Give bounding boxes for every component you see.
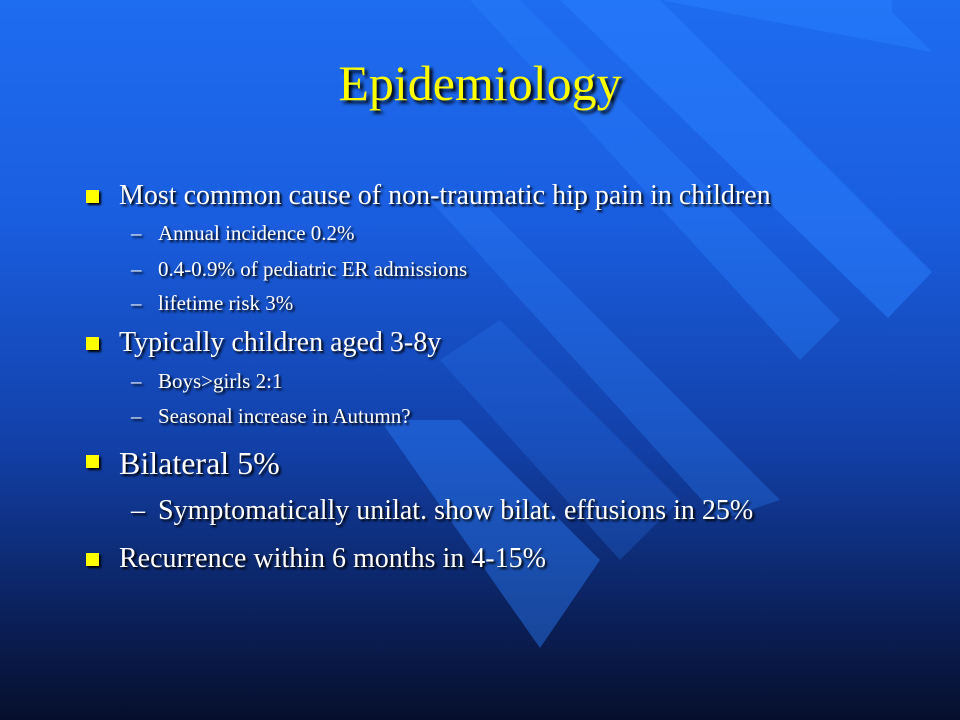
sub-bullet-text: Annual incidence 0.2% — [158, 221, 355, 245]
square-bullet-icon — [86, 455, 99, 469]
diagonal-stripe — [380, 420, 600, 648]
sub-bullet-item: – Boys>girls 2:1 — [131, 369, 283, 394]
bullet-text: Recurrence within 6 months in 4-15% — [119, 543, 546, 574]
dash-icon: – — [131, 221, 142, 245]
sub-bullet-item: – 0.4-0.9% of pediatric ER admissions — [131, 257, 468, 282]
square-bullet-icon — [86, 553, 99, 567]
diagonal-stripe — [560, 0, 932, 318]
dash-icon: – — [131, 257, 142, 281]
square-bullet-icon — [86, 190, 99, 204]
diagonal-stripe — [430, 200, 780, 520]
sub-bullet-item: – lifetime risk 3% — [131, 291, 294, 316]
bullet-text: Bilateral 5% — [119, 445, 280, 481]
bullet-item: Most common cause of non-traumatic hip p… — [86, 180, 771, 212]
sub-bullet-text: lifetime risk 3% — [158, 291, 294, 315]
bullet-item: Recurrence within 6 months in 4-15% — [86, 543, 546, 575]
bullet-item: Typically children aged 3-8y — [86, 327, 442, 359]
sub-bullet-item: – Annual incidence 0.2% — [131, 221, 355, 246]
square-bullet-icon — [86, 337, 99, 351]
sub-bullet-item: – Symptomatically unilat. show bilat. ef… — [131, 495, 754, 527]
sub-bullet-text: Boys>girls 2:1 — [158, 369, 283, 393]
slide-title: Epidemiology — [338, 55, 622, 111]
sub-bullet-text: Seasonal increase in Autumn? — [158, 404, 411, 428]
dash-icon: – — [131, 495, 145, 526]
bullet-text: Typically children aged 3-8y — [119, 327, 442, 358]
dash-icon: – — [131, 404, 142, 428]
sub-bullet-item: – Seasonal increase in Autumn? — [131, 404, 411, 429]
sub-bullet-text: 0.4-0.9% of pediatric ER admissions — [158, 257, 468, 281]
diagonal-stripe — [660, 0, 932, 52]
diagonal-stripe — [470, 0, 840, 360]
bullet-item: Bilateral 5% — [86, 445, 280, 482]
diagonal-stripe — [440, 320, 680, 560]
dash-icon: – — [131, 369, 142, 393]
bullet-text: Most common cause of non-traumatic hip p… — [119, 180, 771, 211]
dash-icon: – — [131, 291, 142, 315]
sub-bullet-text: Symptomatically unilat. show bilat. effu… — [158, 495, 754, 526]
